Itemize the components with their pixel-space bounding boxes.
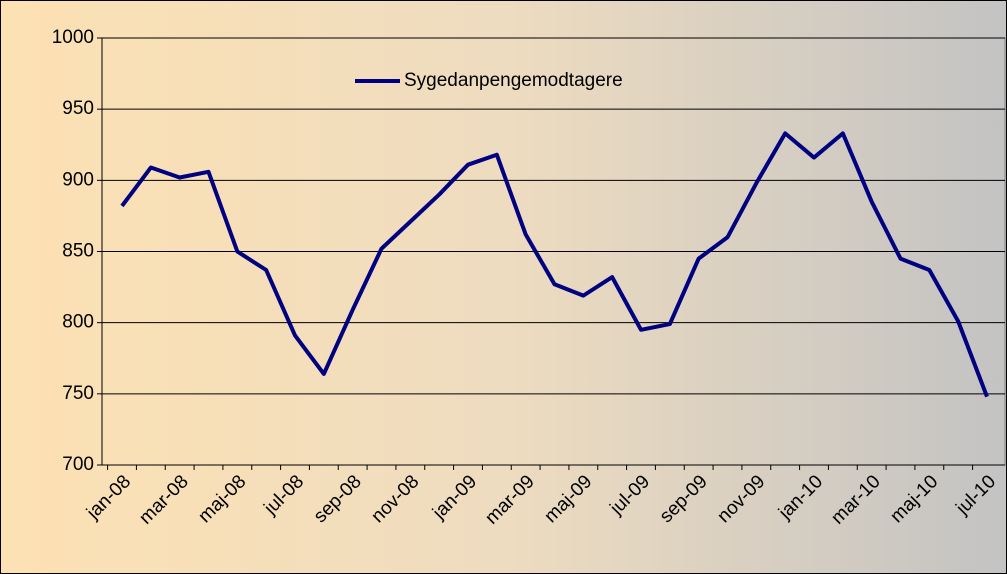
y-tick-label: 850 [62, 241, 94, 262]
y-tick-label: 900 [62, 169, 94, 190]
y-tick-label: 950 [62, 98, 94, 119]
line-series [120, 131, 989, 398]
y-tick-label: 800 [62, 312, 94, 333]
y-tick-label: 700 [62, 454, 94, 475]
legend-label: Sygedanpengemodtagere [404, 70, 623, 91]
y-tick-label: 1000 [52, 27, 94, 48]
y-tick-label: 750 [62, 383, 94, 404]
